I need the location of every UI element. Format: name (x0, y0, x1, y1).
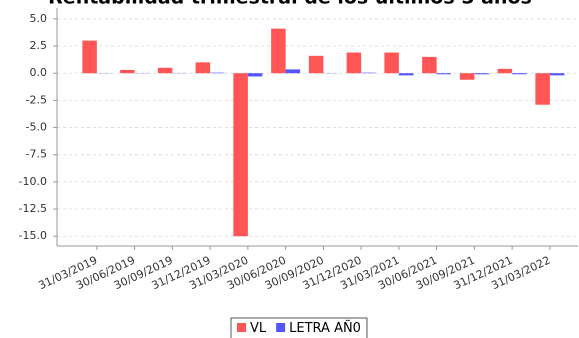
legend-swatch (276, 323, 286, 332)
bar (474, 73, 489, 75)
bar (247, 73, 263, 77)
bar (422, 56, 437, 74)
chart-title: Rentabilidad trimestral de los últimos 5… (48, 0, 532, 9)
y-tick-label: -5.0 (26, 121, 47, 134)
y-tick-label: -2.5 (26, 93, 47, 106)
y-tick-label: -7.5 (26, 148, 47, 161)
y-tick-label: -10.0 (19, 175, 47, 188)
bar (535, 73, 550, 105)
legend: VL LETRA AÑ0 (230, 317, 368, 338)
bar (384, 52, 399, 74)
y-tick-label: 5.0 (30, 12, 48, 25)
bar (512, 73, 527, 75)
bar (436, 73, 452, 75)
bar (195, 62, 211, 74)
y-tick-label: 0.0 (30, 66, 48, 79)
bar (233, 73, 248, 237)
bar (308, 55, 324, 74)
bar (459, 73, 475, 80)
bar (497, 68, 513, 74)
bar (346, 52, 362, 74)
bar (82, 40, 97, 74)
bar (210, 72, 225, 74)
legend-swatch (237, 323, 246, 332)
bar (361, 72, 376, 74)
legend-label: LETRA AÑ0 (289, 320, 361, 336)
legend-label: VL (250, 321, 267, 336)
bar (285, 69, 301, 74)
y-tick-label: -12.5 (19, 202, 47, 215)
plot-area (57, 8, 578, 246)
bar (398, 73, 414, 76)
y-tick-label: -15.0 (19, 229, 47, 242)
bar (549, 73, 565, 76)
bar (271, 28, 286, 74)
y-tick-label: 2.5 (30, 39, 48, 52)
bar (157, 67, 173, 74)
legend-box (230, 317, 368, 338)
bar (120, 69, 135, 74)
